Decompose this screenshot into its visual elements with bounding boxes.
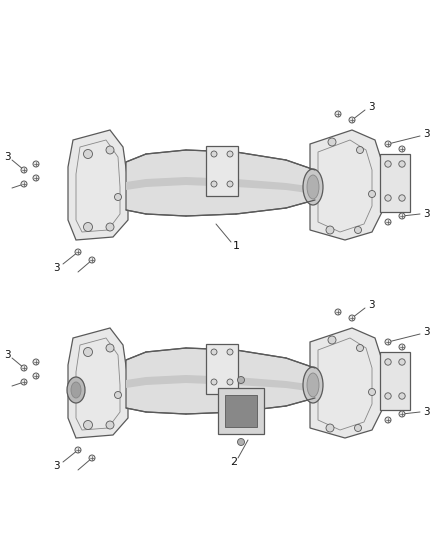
Circle shape [89,455,95,461]
Circle shape [21,167,27,173]
Circle shape [211,379,217,385]
Circle shape [335,111,341,117]
Bar [380,352,410,410]
Circle shape [227,379,233,385]
Text: 1: 1 [233,241,240,251]
Circle shape [106,146,114,154]
Circle shape [349,117,355,123]
Circle shape [84,421,92,430]
Circle shape [227,151,233,157]
Circle shape [106,421,114,429]
Circle shape [399,195,405,201]
Circle shape [385,161,391,167]
Bar [218,388,264,434]
Polygon shape [126,348,315,414]
Circle shape [211,181,217,187]
Text: 3: 3 [367,102,374,112]
Circle shape [114,193,121,200]
Polygon shape [68,130,128,240]
Circle shape [357,147,364,154]
Circle shape [33,175,39,181]
Circle shape [399,146,405,152]
Circle shape [84,222,92,231]
Polygon shape [68,328,128,438]
Circle shape [385,195,391,201]
Polygon shape [126,150,315,216]
Polygon shape [126,375,315,392]
Bar [206,146,238,196]
Circle shape [399,213,405,219]
Circle shape [385,393,391,399]
Bar [380,154,410,212]
Circle shape [106,223,114,231]
Circle shape [21,379,27,385]
Circle shape [326,226,334,234]
Circle shape [354,227,361,233]
Circle shape [211,151,217,157]
Circle shape [385,141,391,147]
Text: 3: 3 [4,350,11,360]
Circle shape [21,181,27,187]
Circle shape [385,219,391,225]
Circle shape [75,447,81,453]
Circle shape [399,411,405,417]
Circle shape [354,424,361,432]
Text: 2: 2 [230,457,237,467]
Circle shape [84,149,92,158]
Text: 3: 3 [423,327,429,337]
Circle shape [84,348,92,357]
Circle shape [357,344,364,351]
Circle shape [399,359,405,365]
Circle shape [335,309,341,315]
Ellipse shape [307,175,319,199]
Circle shape [33,161,39,167]
Polygon shape [126,177,315,194]
Circle shape [399,161,405,167]
Text: 3: 3 [423,129,429,139]
Text: 3: 3 [53,461,59,471]
Circle shape [89,257,95,263]
Circle shape [227,349,233,355]
Circle shape [106,344,114,352]
Circle shape [326,424,334,432]
Bar [206,344,238,394]
Circle shape [385,417,391,423]
Text: 3: 3 [4,152,11,162]
Circle shape [399,393,405,399]
Circle shape [328,336,336,344]
Circle shape [385,359,391,365]
Circle shape [33,359,39,365]
Circle shape [227,181,233,187]
Circle shape [211,349,217,355]
Circle shape [349,315,355,321]
Circle shape [385,339,391,345]
Bar [225,395,257,427]
Circle shape [237,376,244,384]
Circle shape [114,392,121,399]
Text: 3: 3 [367,300,374,310]
Circle shape [328,138,336,146]
Ellipse shape [303,367,323,403]
Text: 3: 3 [423,407,429,417]
Ellipse shape [303,169,323,205]
Ellipse shape [307,373,319,397]
Circle shape [33,373,39,379]
Circle shape [368,389,375,395]
Ellipse shape [71,382,81,398]
Text: 3: 3 [423,209,429,219]
Circle shape [399,344,405,350]
Circle shape [237,439,244,446]
Polygon shape [310,130,382,240]
Circle shape [368,190,375,198]
Polygon shape [310,328,382,438]
Circle shape [21,365,27,371]
Circle shape [75,249,81,255]
Text: 3: 3 [53,263,59,273]
Ellipse shape [67,377,85,403]
